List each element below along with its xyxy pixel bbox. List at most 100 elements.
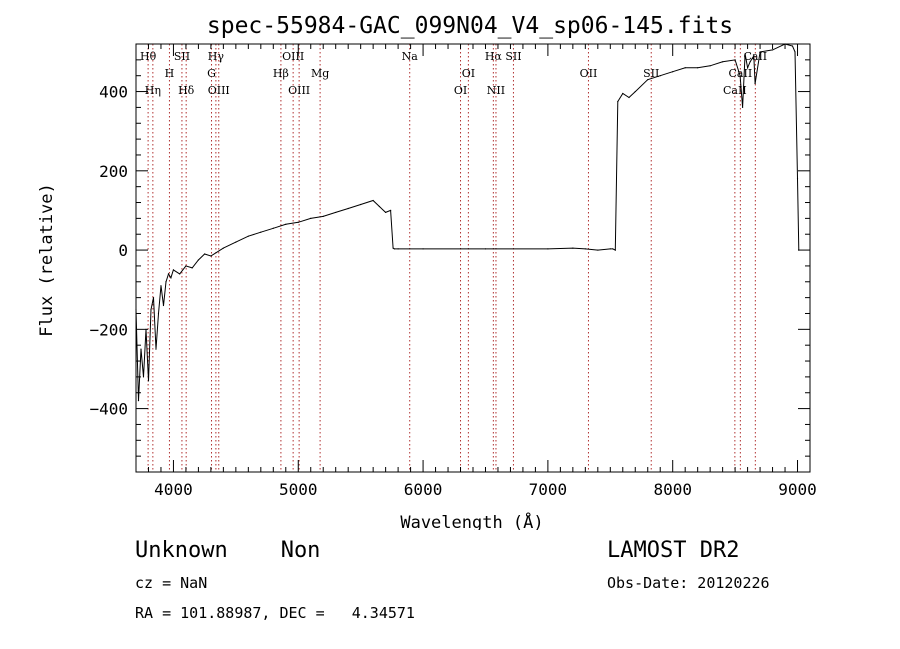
y-tick-label: 0 — [118, 241, 128, 260]
spectrum-data-point — [609, 248, 611, 250]
y-tick-label: 400 — [99, 83, 128, 102]
spectral-line-label: SII — [174, 50, 190, 63]
spectrum-data-point — [597, 249, 599, 251]
spectrum-series-line — [135, 43, 800, 401]
spectrum-data-point — [235, 241, 237, 243]
spectrum-data-point — [746, 67, 749, 69]
x-tick-label: 9000 — [778, 480, 817, 499]
spectrum-data-point — [297, 221, 299, 223]
spectral-line-label: OII — [580, 67, 598, 80]
spectrum-data-point — [659, 75, 661, 77]
spectrum-data-point — [734, 59, 736, 61]
spectral-line-label: SII — [505, 50, 521, 63]
chart-title: spec-55984-GAC_099N04_V4_sp06-145.fits — [207, 13, 733, 39]
spectrum-data-point — [722, 61, 724, 63]
spectrum-data-point — [684, 67, 686, 69]
spectrum-data-point — [147, 380, 150, 382]
spectral-line-label: G — [207, 67, 216, 80]
spectrum-data-point — [179, 273, 181, 275]
spectrum-data-point — [222, 247, 224, 249]
spectrum-data-point — [697, 67, 699, 69]
y-tick-label: −200 — [89, 320, 128, 339]
spectrum-data-point — [285, 223, 287, 225]
spectrum-data-point — [742, 106, 744, 109]
spectrum-data-point — [142, 376, 145, 378]
obs-date-text: Obs-Date: 20120226 — [607, 574, 770, 592]
redshift-text: cz = NaN — [135, 574, 208, 592]
spectral-line-label: CaII — [743, 50, 767, 63]
x-axis-label: Wavelength (Å) — [400, 511, 543, 530]
spectrum-data-point — [672, 71, 674, 73]
spectrum-data-point — [634, 90, 636, 93]
spectrum-data-point — [204, 253, 206, 255]
spectrum-data-point — [392, 247, 394, 249]
spectrum-data-point — [614, 249, 616, 251]
survey-name: LAMOST DR2 — [607, 538, 740, 563]
y-axis-label: Flux (relative) — [37, 183, 57, 337]
spectrum-data-point — [272, 227, 274, 229]
spectrum-data-point — [150, 308, 152, 311]
y-tick-label: 200 — [99, 162, 128, 181]
spectrum-data-point — [397, 248, 399, 250]
spectrum-data-point — [584, 248, 586, 250]
spectrum-data-point — [771, 49, 774, 51]
axis-ticks-layer: 4000 5000 6000 7000 8000 9000 −400 −200 0 200 400 — [89, 43, 817, 499]
spectrum-data-point — [390, 209, 392, 212]
spectral-line-label: Hγ — [208, 50, 225, 63]
spectrum-data-point — [378, 205, 380, 208]
spectral-line-label: OIII — [288, 84, 310, 97]
spectral-line-label: OIII — [282, 50, 304, 63]
spectrum-data-point — [547, 248, 549, 250]
x-tick-label: 6000 — [404, 480, 443, 499]
spectral-line-label: Na — [402, 50, 419, 63]
x-tick-label: 7000 — [529, 480, 568, 499]
spectrum-data-point — [617, 100, 619, 103]
spectrum-data-point — [247, 235, 249, 237]
spectrum-data-point — [185, 265, 187, 267]
spectrum-data-point — [739, 75, 741, 77]
spectral-line-label: Hη — [145, 84, 161, 97]
spectrum-data-point — [572, 247, 574, 249]
spectrum-data-point — [210, 255, 212, 257]
spectrum-data-point — [160, 285, 162, 287]
spectrum-chart: spec-55984-GAC_099N04_V4_sp06-145.fits H… — [37, 13, 817, 530]
spectral-line-label: OI — [454, 84, 467, 97]
spectral-line-label: Hβ — [273, 67, 289, 80]
spectrum-data-point — [754, 83, 756, 85]
spectrum-data-point — [191, 267, 193, 269]
spectrum-data-point — [197, 259, 200, 261]
x-tick-label: 5000 — [279, 480, 318, 499]
spectrum-data-point — [322, 215, 324, 217]
spectrum-data-point — [137, 400, 140, 402]
spectrum-data-point — [310, 217, 312, 219]
x-tick-label: 8000 — [653, 480, 692, 499]
spectrum-data-point — [155, 348, 157, 350]
spectral-line-label: Hδ — [178, 84, 195, 97]
spectrum-data-point — [422, 248, 424, 250]
spectrum-data-point — [753, 55, 755, 57]
coordinates-text: RA = 101.88987, DEC = 4.34571 — [135, 604, 415, 622]
spectrum-data-point — [393, 248, 395, 250]
spectrum-data-point — [622, 92, 624, 95]
spectrum-data-point — [347, 207, 349, 210]
spectrum-data-point — [260, 231, 262, 233]
spectrum-data-point — [172, 269, 175, 271]
spectrum-data-point — [647, 79, 649, 81]
spectral-line-label: OIII — [208, 84, 230, 97]
classification-text: Unknown Non — [135, 538, 321, 563]
spectrum-data-point — [360, 203, 362, 206]
spectrum-data-point — [157, 312, 160, 315]
spectral-line-label: Hα — [485, 50, 503, 63]
spectrum-data-point — [152, 297, 155, 299]
spectrum-data-point — [335, 211, 337, 214]
spectrum-data-point — [744, 53, 746, 55]
spectrum-data-point — [385, 211, 387, 214]
spectrum-data-point — [162, 304, 165, 307]
spectral-line-label: Mg — [311, 67, 329, 80]
spectrum-data-point — [796, 178, 799, 180]
spectrum-data-point — [709, 65, 711, 67]
plot-frame — [135, 43, 811, 473]
spectral-line-label: CaII — [729, 67, 753, 80]
spectral-lines-layer: HθHηHSIIHδHγGOIIIHβOIIIOIIIMgNaOIOIHαNII… — [140, 44, 767, 472]
spectral-line-label: Hθ — [140, 50, 157, 63]
